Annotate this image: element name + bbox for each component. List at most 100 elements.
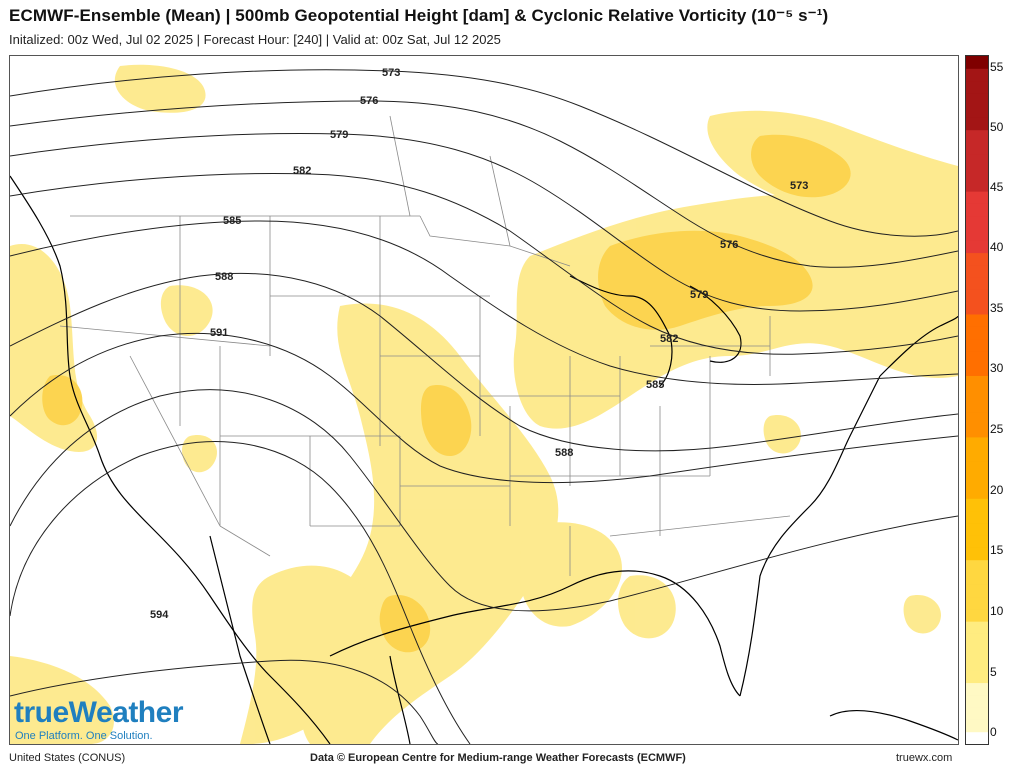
colorbar-band	[966, 621, 988, 634]
colorbar-band	[966, 264, 988, 278]
map-panel: 573 576 579 582 585 588 591 594 573 576 …	[9, 55, 959, 745]
logo-wordmark: trueWeather	[14, 696, 184, 729]
contour-label-591: 591	[210, 327, 228, 339]
colorbar-tick-labels: 0 5 10 15 20 25 30 35 40 45 50 55	[990, 55, 1020, 745]
colorbar-band	[966, 228, 988, 241]
colorbar-band	[966, 375, 988, 389]
colorbar-band	[966, 166, 988, 180]
colorbar-band	[966, 572, 988, 585]
colorbar-band	[966, 56, 988, 69]
colorbar-band	[966, 498, 988, 512]
trueweather-logo: trueWeather One Platform. One Solution.	[14, 698, 234, 744]
colorbar-band	[966, 350, 988, 364]
colorbar-band	[966, 645, 988, 659]
contour-label-582-west: 582	[293, 165, 311, 177]
contour-label-576-east: 576	[720, 239, 738, 251]
colorbar-band	[966, 326, 988, 340]
colorbar-band	[966, 68, 988, 82]
colorbar-band	[966, 510, 988, 524]
vorticity-colorbar	[965, 55, 989, 745]
contour-label-579-west: 579	[330, 129, 348, 141]
colorbar-band	[966, 277, 988, 290]
colorbar-tick: 5	[990, 665, 997, 679]
colorbar-band	[966, 694, 988, 708]
colorbar-tick: 15	[990, 543, 1004, 557]
contour-label-585-west: 585	[223, 215, 241, 227]
colorbar-band	[966, 289, 988, 303]
colorbar-band	[966, 719, 988, 733]
colorbar-band	[966, 154, 988, 168]
colorbar-band	[966, 682, 988, 696]
colorbar-band	[966, 731, 988, 744]
contour-labels: 573 576 579 582 585 588 591 594 573 576 …	[150, 67, 808, 621]
colorbar-band	[966, 633, 988, 647]
footer-site: truewx.com	[896, 752, 953, 764]
map-svg: 573 576 579 582 585 588 591 594 573 576 …	[10, 64, 958, 744]
colorbar-band	[966, 363, 988, 376]
colorbar-band	[966, 707, 988, 720]
logo-tagline: One Platform. One Solution.	[15, 730, 153, 742]
colorbar-band	[966, 338, 988, 352]
colorbar-band	[966, 105, 988, 118]
colorbar-tick: 0	[990, 725, 997, 739]
colorbar-band	[966, 178, 988, 192]
colorbar-band	[966, 191, 988, 204]
colorbar-band	[966, 314, 988, 327]
contour-label-588-west: 588	[215, 271, 233, 283]
contour-label-579-east: 579	[690, 289, 708, 301]
colorbar-band	[966, 608, 988, 622]
colorbar-tick: 40	[990, 240, 1004, 254]
colorbar-band	[966, 424, 988, 438]
colorbar-band	[966, 252, 988, 266]
colorbar-band	[966, 584, 988, 598]
colorbar-tick: 55	[990, 60, 1004, 74]
colorbar-tick: 10	[990, 604, 1004, 618]
colorbar-band	[966, 80, 988, 94]
height-contours	[10, 69, 958, 744]
colorbar-tick: 35	[990, 301, 1004, 315]
contour-label-588-east: 588	[555, 447, 573, 459]
contour-label-573-west: 573	[382, 67, 400, 79]
colorbar-tick: 45	[990, 180, 1004, 194]
map-subtitle: Initalized: 00z Wed, Jul 02 2025 | Forec…	[9, 32, 501, 47]
colorbar-band	[966, 240, 988, 254]
colorbar-band	[966, 387, 988, 401]
contour-label-582-east: 582	[660, 333, 678, 345]
colorbar-band	[966, 670, 988, 684]
colorbar-band	[966, 522, 988, 536]
footer-region: United States (CONUS)	[9, 752, 126, 764]
map-title: ECMWF-Ensemble (Mean) | 500mb Geopotenti…	[9, 6, 829, 25]
colorbar-band	[966, 461, 988, 475]
contour-label-585-east: 585	[646, 379, 664, 391]
colorbar-band	[966, 658, 988, 671]
colorbar-band	[966, 473, 988, 487]
colorbar-band	[966, 142, 988, 155]
colorbar-band	[966, 129, 988, 143]
colorbar-band	[966, 547, 988, 561]
colorbar-band	[966, 92, 988, 106]
footer-credit: Data © European Centre for Medium-range …	[310, 752, 686, 764]
colorbar-tick: 30	[990, 361, 1004, 375]
contour-label-576-west: 576	[360, 95, 378, 107]
colorbar-band	[966, 117, 988, 131]
colorbar-svg	[966, 56, 988, 744]
contour-label-573-east: 573	[790, 180, 808, 192]
colorbar-band	[966, 400, 988, 413]
colorbar-tick: 20	[990, 483, 1004, 497]
colorbar-band	[966, 215, 988, 229]
colorbar-band	[966, 486, 988, 499]
colorbar-tick: 50	[990, 120, 1004, 134]
colorbar-band	[966, 412, 988, 426]
contour-label-594: 594	[150, 609, 169, 621]
colorbar-band	[966, 436, 988, 450]
colorbar-band	[966, 535, 988, 548]
vorticity-shading-strong	[42, 134, 851, 653]
state-boundaries	[59, 115, 791, 576]
colorbar-band	[966, 301, 988, 315]
colorbar-band	[966, 203, 988, 217]
colorbar-band	[966, 559, 988, 573]
coastlines	[10, 175, 958, 744]
colorbar-tick: 25	[990, 422, 1004, 436]
colorbar-band	[966, 449, 988, 462]
colorbar-band	[966, 596, 988, 610]
